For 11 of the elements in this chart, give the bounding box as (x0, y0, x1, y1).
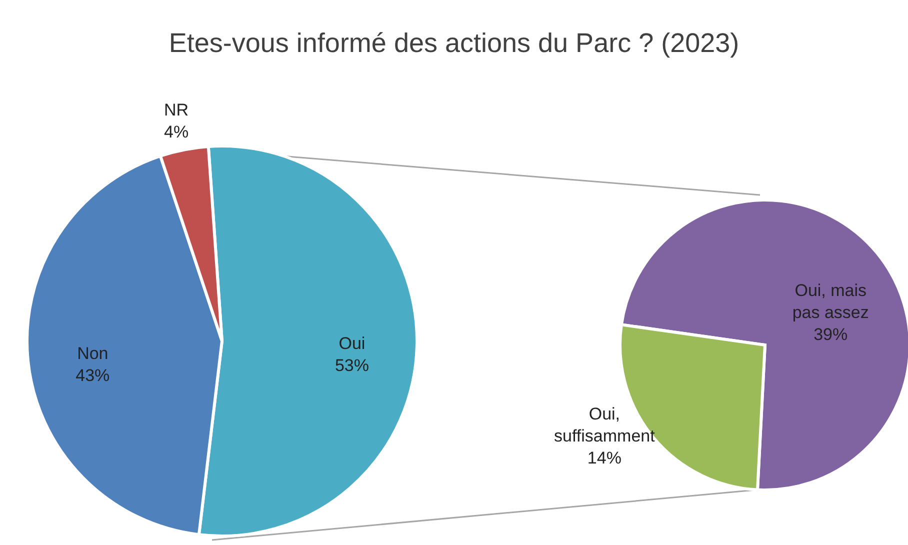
chart-title: Etes-vous informé des actions du Parc ? (2023) (168, 28, 740, 58)
slice-label: Oui (338, 334, 366, 354)
slice-label: Oui, suffisamment (554, 404, 656, 446)
data-label: 39% (814, 324, 848, 344)
slice-label: Non (77, 344, 108, 364)
slice-label: NR (164, 100, 189, 120)
data-label: 14% (587, 448, 622, 468)
data-label: 43% (76, 366, 110, 386)
slice-label: Oui, mais pas assez (792, 280, 869, 322)
data-label: 4% (164, 122, 189, 142)
data-label: 53% (334, 356, 369, 376)
